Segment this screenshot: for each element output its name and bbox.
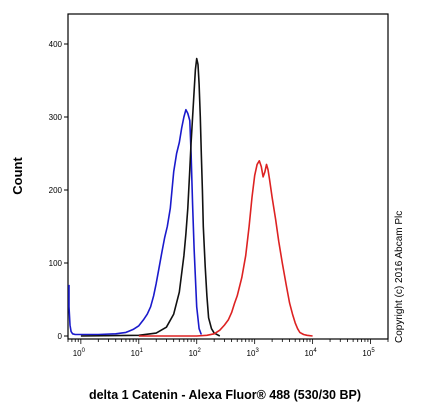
x-tick-label: 105	[362, 348, 375, 358]
plot-area: 0 100 200 300 400 100 101 102 103 104 105	[49, 13, 389, 358]
series-line-3	[138, 160, 313, 337]
x-tick-label: 103	[247, 348, 260, 358]
y-tick-label: 200	[49, 186, 63, 195]
y-tick-label: 100	[49, 259, 63, 268]
series-layer	[68, 57, 313, 337]
x-tick-label: 101	[131, 348, 144, 358]
series-line-2	[80, 57, 221, 337]
x-tick-label: 102	[189, 348, 202, 358]
y-tick-label: 400	[49, 40, 63, 49]
x-axis-ticks: 100 101 102 103 104 105	[67, 339, 389, 358]
plot-frame	[67, 13, 389, 340]
x-axis-label: delta 1 Catenin - Alexa Fluor® 488 (530/…	[89, 388, 361, 402]
series-line-1	[68, 108, 203, 336]
y-tick-label: 0	[58, 332, 63, 341]
y-axis-ticks: 0 100 200 300 400	[49, 40, 68, 341]
x-tick-label: 104	[304, 348, 317, 358]
copyright-annotation: Copyright (c) 2016 Abcam Plc	[394, 211, 405, 343]
x-tick-label: 100	[73, 348, 86, 358]
y-tick-label: 300	[49, 113, 63, 122]
y-axis-label: Count	[10, 157, 25, 195]
